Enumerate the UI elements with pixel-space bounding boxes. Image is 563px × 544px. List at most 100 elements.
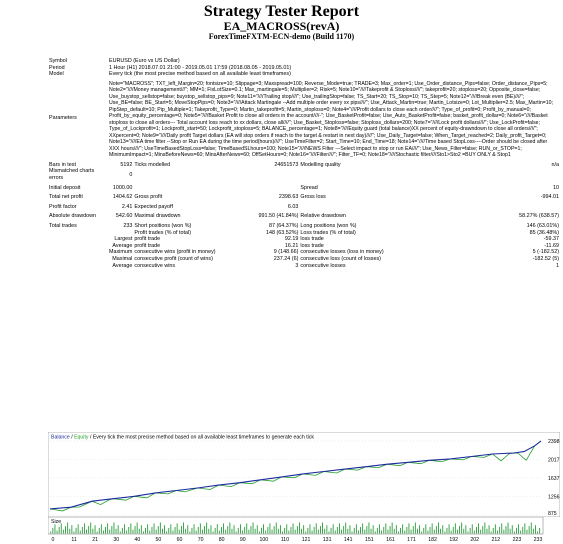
volume-bar (75, 527, 77, 534)
volume-bar (383, 527, 385, 534)
volume-bar (181, 526, 182, 534)
ea-name: EA_MACROSS(revA) (223, 19, 340, 33)
volume-bar (410, 529, 412, 534)
volume-bar (503, 529, 505, 534)
max-consec-wins-value: 9 (148.66) (273, 249, 299, 256)
volume-bar (305, 531, 307, 534)
volume-bar (417, 528, 418, 534)
volume-bar (265, 530, 267, 534)
volume-bar (86, 529, 87, 534)
report-table: Symbol EURUSD (Euro vs US Dollar) Period… (48, 58, 560, 269)
volume-bar (465, 525, 467, 534)
profit-factor-label: Profit factor (49, 203, 77, 210)
volume-bar (231, 528, 233, 534)
x-tick-label: 131 (323, 537, 332, 543)
average2-label: Average (112, 262, 133, 269)
volume-bar (535, 525, 536, 534)
volume-bar (115, 528, 117, 534)
volume-bar (166, 531, 168, 534)
volume-bar (353, 527, 355, 534)
volume-bar (516, 527, 517, 534)
volume-bar (454, 523, 456, 534)
volume-bar (145, 527, 146, 534)
volume-bar (457, 529, 458, 534)
modelling-quality-label: Modelling quality (300, 161, 341, 168)
volume-bar (290, 527, 292, 534)
x-tick-label: 223 (513, 537, 522, 543)
x-tick-label: 110 (281, 537, 289, 543)
volume-bar (151, 527, 153, 534)
volume-bar (366, 526, 368, 534)
y-axis-ticks: 2398 2017 1637 1256 875 (548, 439, 560, 517)
x-tick-label: 121 (302, 537, 311, 543)
volume-bar (528, 526, 530, 534)
long-positions-value: 146 (63.01%) (526, 222, 559, 229)
volume-bar (526, 529, 528, 534)
volume-bar (480, 529, 482, 534)
volume-bar (176, 523, 178, 534)
volume-bar (324, 528, 326, 534)
volume-bar (157, 526, 159, 534)
legend-balance: Balance (51, 435, 70, 441)
maximal-label: Maximal (112, 255, 133, 262)
volume-bar (233, 525, 235, 534)
x-tick-label: 21 (92, 537, 98, 543)
y-tick-label: 2398 (548, 439, 560, 445)
volume-bar (162, 528, 163, 534)
volume-bar (246, 523, 248, 534)
volume-bar (334, 530, 336, 534)
volume-bar (336, 527, 338, 534)
volume-bar (427, 530, 429, 534)
volume-bar (537, 531, 538, 534)
max-consec-losses-label: consecutive losses (loss in money) (300, 249, 384, 256)
volume-bar (124, 524, 125, 534)
volume-bar (109, 529, 111, 534)
volume-bar (206, 522, 208, 534)
volume-bar (313, 527, 315, 534)
volume-bar (153, 523, 155, 534)
volume-bar (347, 528, 349, 534)
ticks-label: Ticks modelled (134, 161, 171, 168)
average-profit-label: profit trade (134, 242, 161, 249)
volume-bar (98, 527, 100, 534)
volume-bar (159, 522, 161, 534)
volume-bar (73, 531, 75, 534)
volume-bar (412, 526, 414, 534)
total-trades-label: Total trades (49, 222, 77, 229)
profit-factor-value: 2.41 (121, 203, 133, 210)
expected-payoff-label: Expected payoff (134, 203, 173, 210)
volume-bar (511, 525, 513, 534)
volume-bar (88, 526, 90, 534)
volume-bar (136, 522, 138, 534)
volume-bar (113, 522, 115, 534)
volume-bar (199, 523, 201, 534)
x-tick-label: 50 (156, 537, 162, 543)
avg-consec-wins-label: consecutive wins (134, 262, 176, 269)
gross-loss-label: Gross loss (300, 194, 326, 201)
volume-bar (292, 523, 294, 534)
mismatch-label: Mismatched charts errors (49, 168, 95, 181)
largest-label: Largest (114, 236, 133, 243)
loss-trades-label: Loss trades (% of total) (300, 229, 356, 236)
volume-bar (471, 524, 473, 534)
y-tick-label: 1637 (548, 476, 560, 482)
volume-bar (387, 529, 389, 534)
volume-bar (309, 524, 311, 534)
volume-bar (299, 522, 300, 534)
volume-bar (419, 525, 420, 534)
volume-bar (50, 531, 52, 534)
volume-bar (322, 522, 323, 534)
volume-bar (261, 527, 262, 534)
volume-bar (225, 529, 227, 534)
volume-bar (406, 527, 408, 534)
long-positions-label: Long positions (won %) (300, 222, 357, 229)
largest-loss-label: loss trade (300, 236, 324, 243)
spread-value: 10 (553, 184, 559, 191)
volume-bar (172, 530, 174, 534)
volume-bar (499, 527, 501, 534)
period-label: Period (49, 64, 65, 71)
maximum-label: Maximum (109, 249, 133, 256)
volume-bar (81, 527, 83, 534)
absolute-drawdown-label: Absolute drawdown (49, 213, 97, 220)
volume-bar (539, 527, 541, 534)
